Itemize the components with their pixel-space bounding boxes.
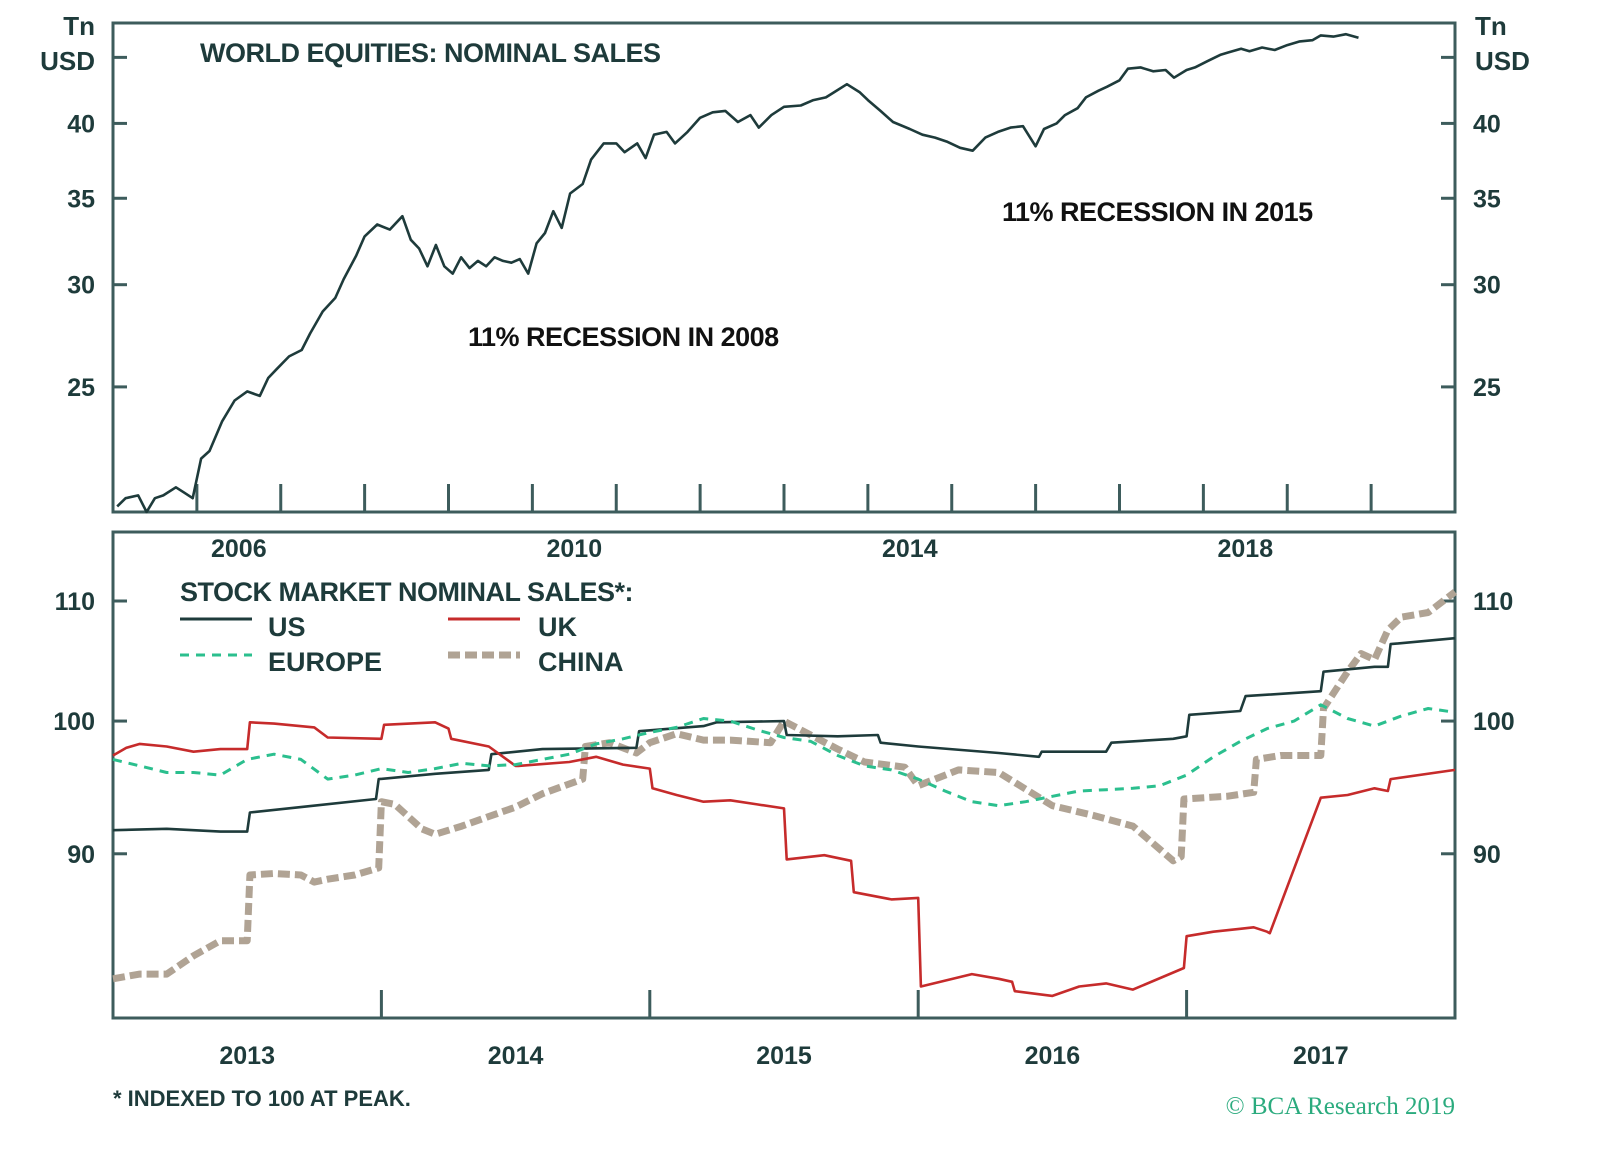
series-line-world-equities-nominal-sales xyxy=(116,32,1359,514)
bottom-ytick-label-left: 110 xyxy=(55,588,95,616)
bottom-xtick-label: 2017 xyxy=(1293,1042,1349,1070)
legend-label-china: CHINA xyxy=(538,647,624,677)
bottom-xtick-label: 2016 xyxy=(1025,1042,1081,1070)
bottom-plot-frame xyxy=(111,530,1457,1020)
annotation-recession-2015: 11% RECESSION IN 2015 xyxy=(1002,197,1313,227)
top-xtick-label: 2010 xyxy=(547,535,603,563)
top-right-unit-line1: Tn xyxy=(1475,11,1507,41)
top-chart-panel: Tn USD Tn USD WORLD EQUITIES: NOMINAL SA… xyxy=(40,11,1530,563)
legend-item-uk: UK xyxy=(448,612,577,642)
top-chart-title: WORLD EQUITIES: NOMINAL SALES xyxy=(200,38,661,68)
top-ytick-label-right: 30 xyxy=(1473,272,1501,300)
top-xtick-label: 2014 xyxy=(882,535,938,563)
legend-item-china: CHINA xyxy=(448,647,624,677)
bottom-ytick-label-left: 90 xyxy=(67,841,95,869)
bottom-ytick-label-left: 100 xyxy=(53,708,95,736)
top-left-unit-line2: USD xyxy=(40,46,95,76)
top-ytick-label-right: 35 xyxy=(1473,185,1501,213)
top-ytick-label-left: 35 xyxy=(67,185,95,213)
top-ytick-label-left: 25 xyxy=(67,374,95,402)
top-right-unit-line2: USD xyxy=(1475,46,1530,76)
series-line-china xyxy=(112,589,1458,983)
bottom-ytick-label-right: 110 xyxy=(1473,588,1513,616)
bottom-xtick-label: 2014 xyxy=(488,1042,544,1070)
bottom-chart-title: STOCK MARKET NOMINAL SALES*: xyxy=(180,577,633,607)
series-line-uk xyxy=(112,720,1456,998)
bottom-xtick-label: 2015 xyxy=(756,1042,812,1070)
copyright-text: © BCA Research 2019 xyxy=(1226,1093,1455,1120)
legend-label-europe: EUROPE xyxy=(268,647,382,677)
top-ytick-label-left: 40 xyxy=(67,110,95,138)
legend: US UK EUROPE CHINA xyxy=(180,612,624,677)
legend-label-us: US xyxy=(268,612,306,642)
bottom-xtick-label: 2013 xyxy=(219,1042,275,1070)
legend-item-us: US xyxy=(180,612,306,642)
top-plot-frame xyxy=(111,21,1457,514)
bottom-ytick-label-right: 90 xyxy=(1473,841,1501,869)
legend-item-europe: EUROPE xyxy=(180,647,382,677)
annotation-recession-2008: 11% RECESSION IN 2008 xyxy=(468,322,779,352)
bottom-ytick-label-right: 100 xyxy=(1473,708,1515,736)
bottom-chart-panel: STOCK MARKET NOMINAL SALES*: US UK EUROP… xyxy=(53,530,1515,1120)
footnote: * INDEXED TO 100 AT PEAK. xyxy=(113,1086,411,1111)
top-ytick-label-right: 25 xyxy=(1473,374,1501,402)
legend-label-uk: UK xyxy=(538,612,577,642)
top-left-unit-line1: Tn xyxy=(63,11,95,41)
top-xtick-label: 2018 xyxy=(1218,535,1274,563)
top-xtick-label: 2006 xyxy=(211,535,267,563)
top-ytick-label-left: 30 xyxy=(67,272,95,300)
series-line-us xyxy=(112,636,1456,833)
series-line-europe xyxy=(112,703,1456,808)
top-ytick-label-right: 40 xyxy=(1473,110,1501,138)
